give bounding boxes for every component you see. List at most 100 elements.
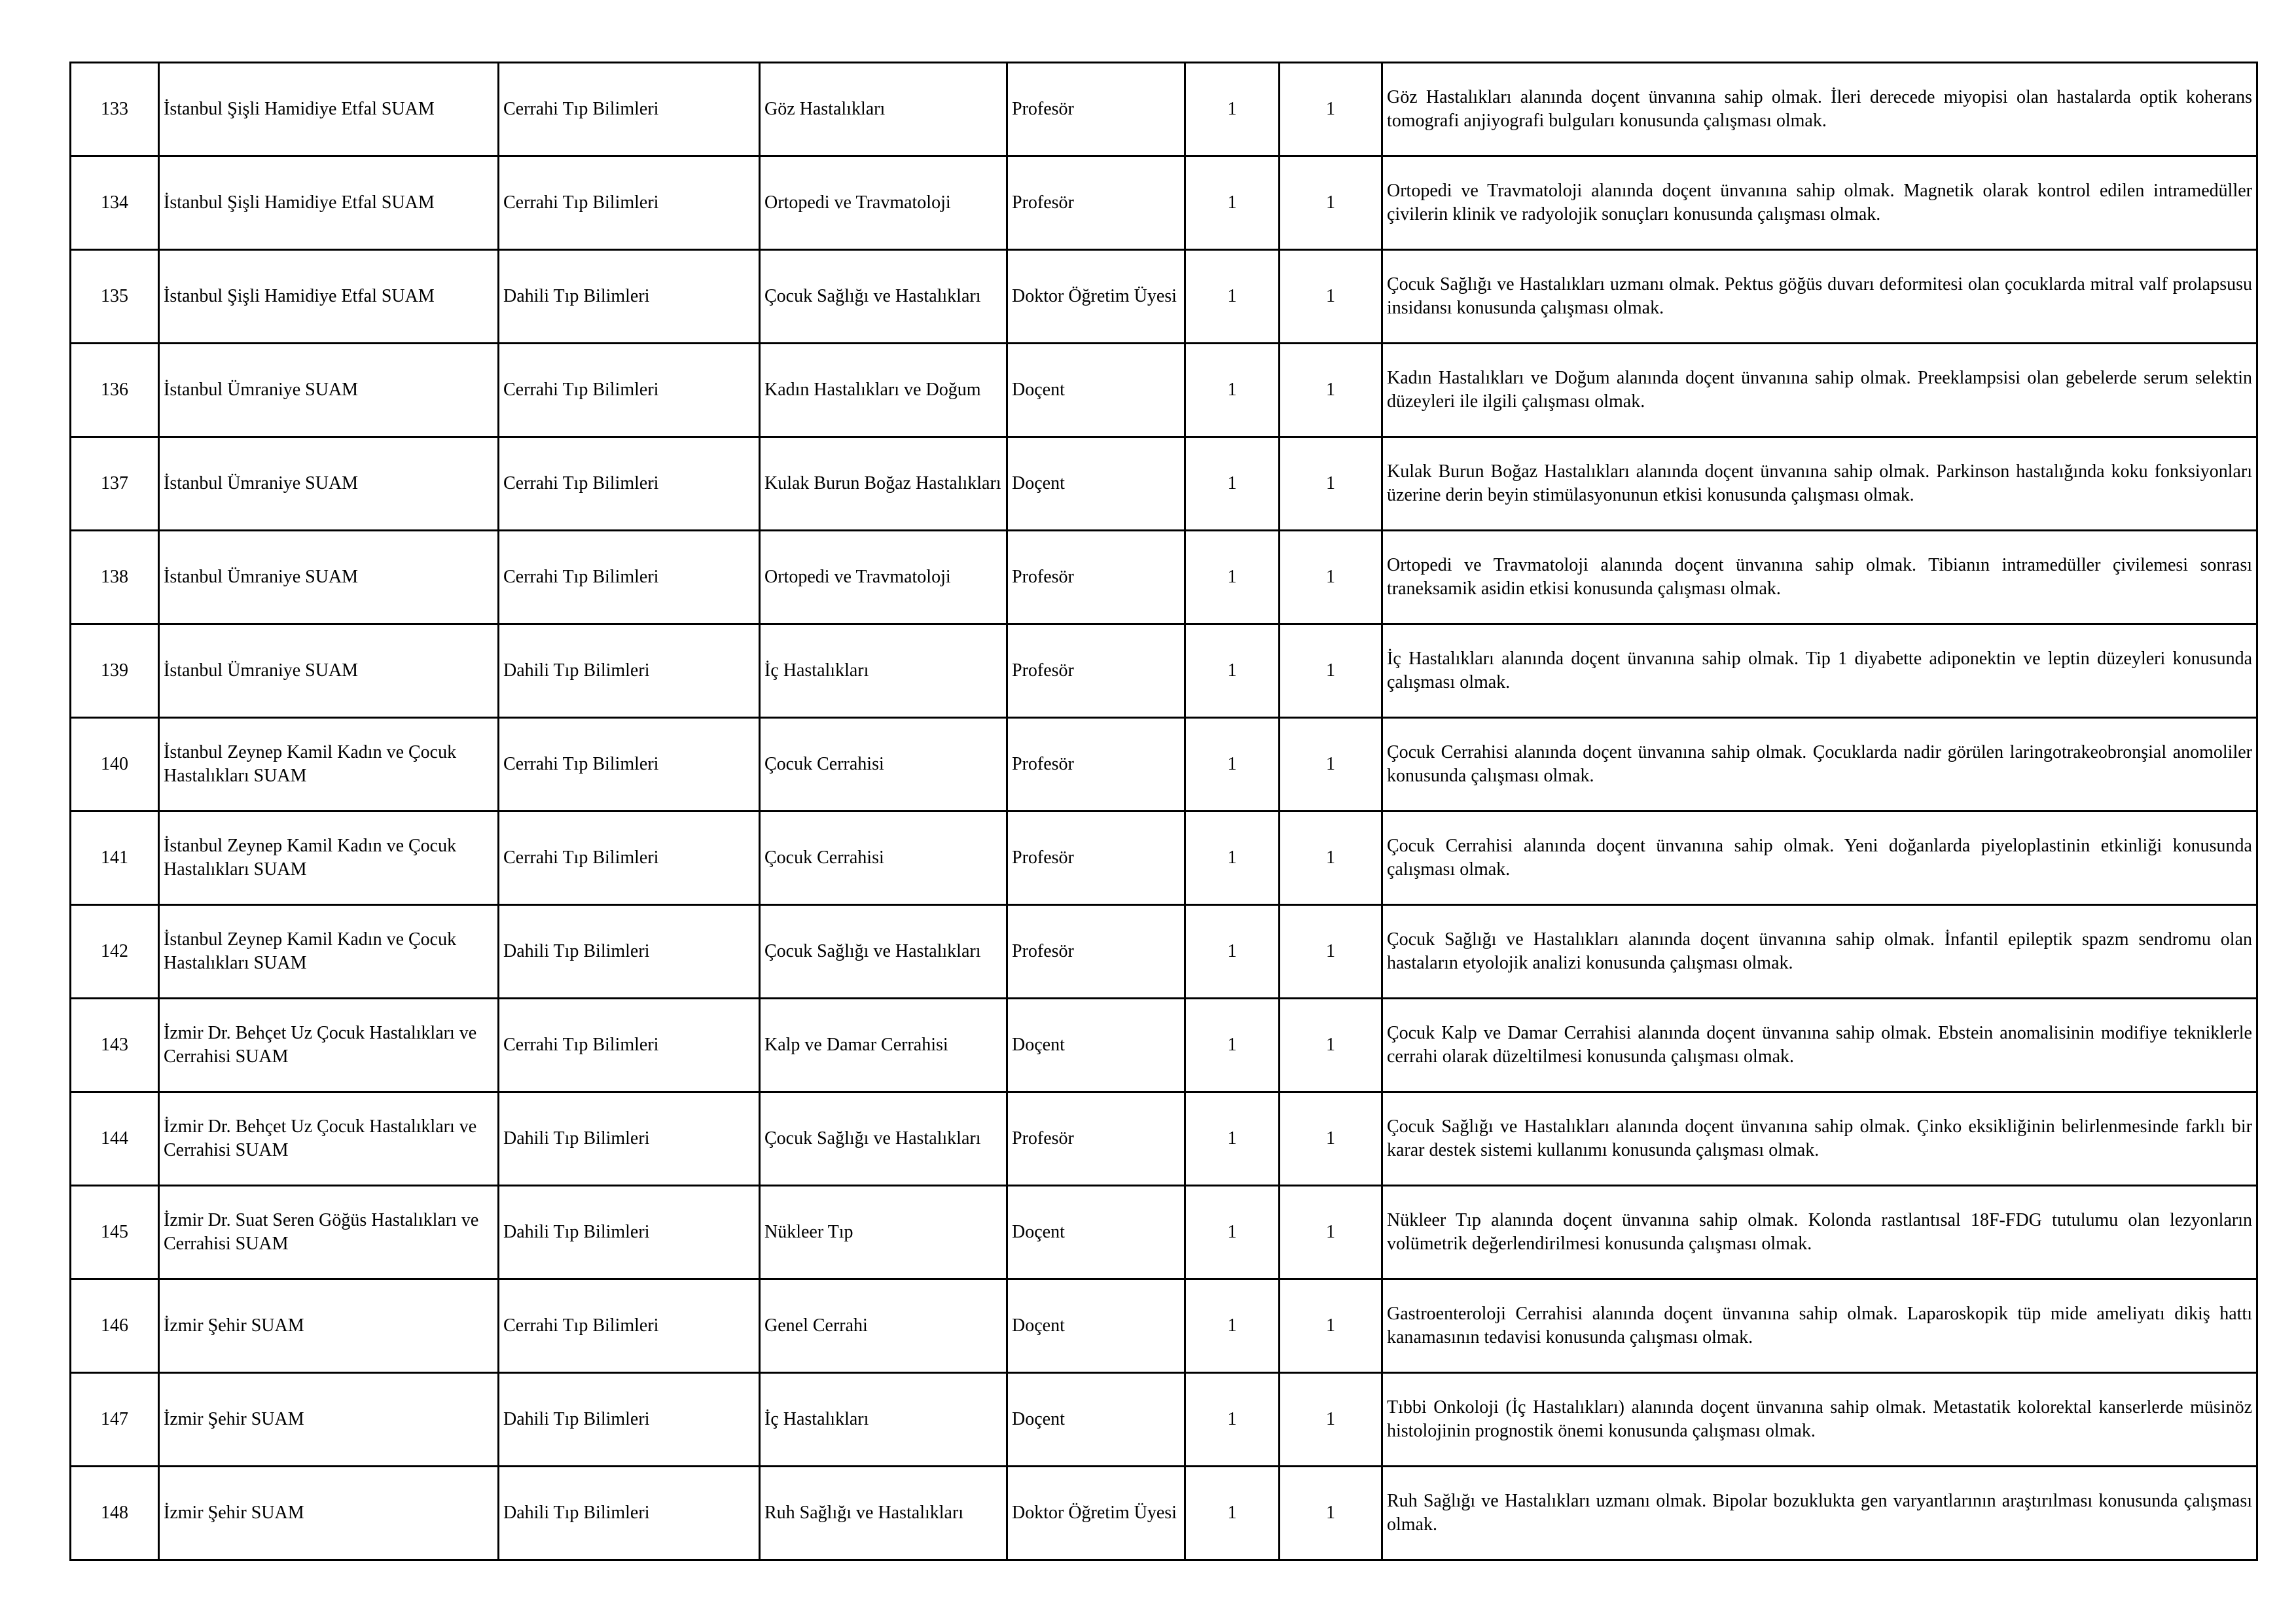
- quantity-cell: 1: [1184, 342, 1280, 438]
- field-cell: Cerrahi Tıp Bilimleri: [497, 436, 761, 531]
- institution-cell: İstanbul Zeynep Kamil Kadın ve Çocuk Has…: [158, 717, 499, 812]
- row-number-cell: 148: [69, 1465, 160, 1561]
- quantity-cell: 1: [1184, 1091, 1280, 1186]
- institution-cell: İstanbul Ümraniye SUAM: [158, 436, 499, 531]
- field-cell: Dahili Tıp Bilimleri: [497, 623, 761, 719]
- department-cell: Ortopedi ve Travmatoloji: [759, 529, 1008, 625]
- table-row: 139 İstanbul Ümraniye SUAM Dahili Tıp Bili…: [69, 623, 2258, 719]
- requirement-cell: Çocuk Sağlığı ve Hastalıkları alanında d…: [1381, 904, 2258, 999]
- row-number-cell: 135: [69, 249, 160, 344]
- row-number-cell: 146: [69, 1278, 160, 1374]
- count-cell: 1: [1278, 529, 1383, 625]
- row-number-cell: 140: [69, 717, 160, 812]
- department-cell: Ortopedi ve Travmatoloji: [759, 155, 1008, 251]
- institution-cell: İstanbul Zeynep Kamil Kadın ve Çocuk Has…: [158, 810, 499, 906]
- academic-title-cell: Profesör: [1006, 529, 1186, 625]
- requirement-cell: Çocuk Cerrahisi alanında doçent ünvanına…: [1381, 717, 2258, 812]
- count-cell: 1: [1278, 155, 1383, 251]
- requirement-cell: Çocuk Sağlığı ve Hastalıkları alanında d…: [1381, 1091, 2258, 1186]
- institution-cell: İzmir Dr. Suat Seren Göğüs Hastalıkları …: [158, 1185, 499, 1280]
- academic-title-cell: Profesör: [1006, 1091, 1186, 1186]
- quantity-cell: 1: [1184, 1372, 1280, 1467]
- academic-title-cell: Doktor Öğretim Üyesi: [1006, 1465, 1186, 1561]
- institution-cell: İzmir Şehir SUAM: [158, 1465, 499, 1561]
- quantity-cell: 1: [1184, 1278, 1280, 1374]
- requirement-cell: Çocuk Sağlığı ve Hastalıkları uzmanı olm…: [1381, 249, 2258, 344]
- field-cell: Dahili Tıp Bilimleri: [497, 1372, 761, 1467]
- department-cell: İç Hastalıkları: [759, 1372, 1008, 1467]
- department-cell: Çocuk Sağlığı ve Hastalıkları: [759, 249, 1008, 344]
- academic-title-cell: Profesör: [1006, 623, 1186, 719]
- row-number-cell: 136: [69, 342, 160, 438]
- field-cell: Cerrahi Tıp Bilimleri: [497, 155, 761, 251]
- department-cell: Kadın Hastalıkları ve Doğum: [759, 342, 1008, 438]
- row-number-cell: 133: [69, 62, 160, 157]
- requirement-cell: Kulak Burun Boğaz Hastalıkları alanında …: [1381, 436, 2258, 531]
- requirement-cell: Tıbbi Onkoloji (İç Hastalıkları) alanınd…: [1381, 1372, 2258, 1467]
- count-cell: 1: [1278, 249, 1383, 344]
- table-row: 136 İstanbul Ümraniye SUAM Cerrahi Tıp Bil…: [69, 342, 2258, 438]
- count-cell: 1: [1278, 1278, 1383, 1374]
- count-cell: 1: [1278, 1372, 1383, 1467]
- requirement-cell: İç Hastalıkları alanında doçent ünvanına…: [1381, 623, 2258, 719]
- academic-title-cell: Doçent: [1006, 1278, 1186, 1374]
- department-cell: Göz Hastalıkları: [759, 62, 1008, 157]
- institution-cell: İzmir Şehir SUAM: [158, 1372, 499, 1467]
- quantity-cell: 1: [1184, 717, 1280, 812]
- academic-title-cell: Doçent: [1006, 342, 1186, 438]
- academic-title-cell: Profesör: [1006, 904, 1186, 999]
- row-number-cell: 137: [69, 436, 160, 531]
- row-number-cell: 145: [69, 1185, 160, 1280]
- quantity-cell: 1: [1184, 529, 1280, 625]
- field-cell: Cerrahi Tıp Bilimleri: [497, 342, 761, 438]
- field-cell: Cerrahi Tıp Bilimleri: [497, 810, 761, 906]
- row-number-cell: 142: [69, 904, 160, 999]
- department-cell: İç Hastalıkları: [759, 623, 1008, 719]
- table-row: 145 İzmir Dr. Suat Seren Göğüs Hastalıkla…: [69, 1185, 2258, 1280]
- institution-cell: İzmir Dr. Behçet Uz Çocuk Hastalıkları v…: [158, 1091, 499, 1186]
- academic-title-cell: Doktor Öğretim Üyesi: [1006, 249, 1186, 344]
- requirement-cell: Kadın Hastalıkları ve Doğum alanında doç…: [1381, 342, 2258, 438]
- table-row: 141 İstanbul Zeynep Kamil Kadın ve Çocuk …: [69, 810, 2258, 906]
- quantity-cell: 1: [1184, 62, 1280, 157]
- quantity-cell: 1: [1184, 436, 1280, 531]
- count-cell: 1: [1278, 904, 1383, 999]
- institution-cell: İstanbul Zeynep Kamil Kadın ve Çocuk Has…: [158, 904, 499, 999]
- requirement-cell: Çocuk Kalp ve Damar Cerrahisi alanında d…: [1381, 997, 2258, 1093]
- count-cell: 1: [1278, 1465, 1383, 1561]
- field-cell: Cerrahi Tıp Bilimleri: [497, 1278, 761, 1374]
- quantity-cell: 1: [1184, 249, 1280, 344]
- academic-title-cell: Profesör: [1006, 717, 1186, 812]
- requirement-cell: Çocuk Cerrahisi alanında doçent ünvanına…: [1381, 810, 2258, 906]
- row-number-cell: 147: [69, 1372, 160, 1467]
- quantity-cell: 1: [1184, 1465, 1280, 1561]
- row-number-cell: 138: [69, 529, 160, 625]
- quantity-cell: 1: [1184, 1185, 1280, 1280]
- table-row: 135 İstanbul Şişli Hamidiye Etfal SUAM Dah…: [69, 249, 2258, 344]
- count-cell: 1: [1278, 436, 1383, 531]
- department-cell: Çocuk Cerrahisi: [759, 717, 1008, 812]
- institution-cell: İstanbul Ümraniye SUAM: [158, 529, 499, 625]
- quantity-cell: 1: [1184, 904, 1280, 999]
- table-row: 146 İzmir Şehir SUAM Cerrahi Tıp Bilimleri…: [69, 1278, 2258, 1374]
- institution-cell: İstanbul Şişli Hamidiye Etfal SUAM: [158, 249, 499, 344]
- quantity-cell: 1: [1184, 997, 1280, 1093]
- field-cell: Cerrahi Tıp Bilimleri: [497, 997, 761, 1093]
- institution-cell: İstanbul Şişli Hamidiye Etfal SUAM: [158, 155, 499, 251]
- requirement-cell: Nükleer Tıp alanında doçent ünvanına sah…: [1381, 1185, 2258, 1280]
- institution-cell: İzmir Şehir SUAM: [158, 1278, 499, 1374]
- institution-cell: İstanbul Ümraniye SUAM: [158, 342, 499, 438]
- row-number-cell: 139: [69, 623, 160, 719]
- department-cell: Ruh Sağlığı ve Hastalıkları: [759, 1465, 1008, 1561]
- field-cell: Dahili Tıp Bilimleri: [497, 1185, 761, 1280]
- institution-cell: İzmir Dr. Behçet Uz Çocuk Hastalıkları v…: [158, 997, 499, 1093]
- department-cell: Kulak Burun Boğaz Hastalıkları: [759, 436, 1008, 531]
- academic-title-cell: Doçent: [1006, 436, 1186, 531]
- row-number-cell: 144: [69, 1091, 160, 1186]
- field-cell: Dahili Tıp Bilimleri: [497, 904, 761, 999]
- field-cell: Dahili Tıp Bilimleri: [497, 249, 761, 344]
- field-cell: Dahili Tıp Bilimleri: [497, 1465, 761, 1561]
- department-cell: Çocuk Sağlığı ve Hastalıkları: [759, 1091, 1008, 1186]
- academic-title-cell: Doçent: [1006, 1185, 1186, 1280]
- department-cell: Çocuk Cerrahisi: [759, 810, 1008, 906]
